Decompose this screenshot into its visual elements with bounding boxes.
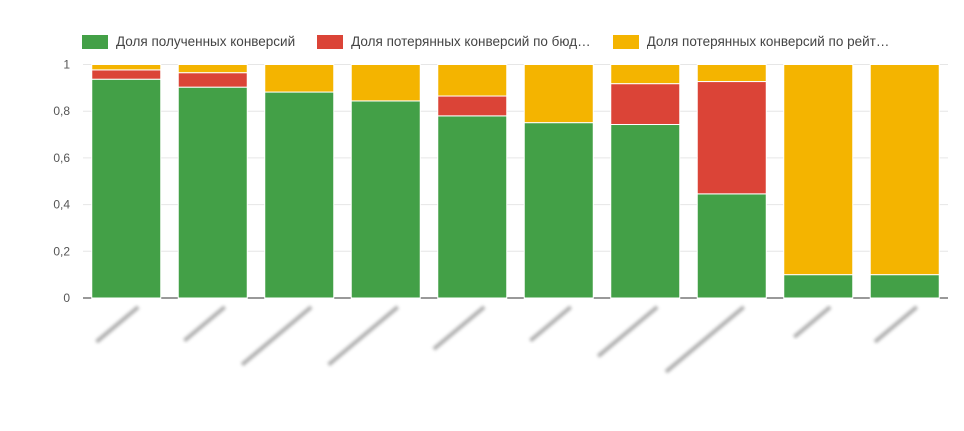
bar-segment-received <box>610 124 681 299</box>
bar-segment-lost-budget <box>610 83 681 126</box>
bar-segment-lost-rank <box>783 64 854 276</box>
bar-segment-received <box>869 274 940 299</box>
bar-segment-lost-rank <box>437 64 508 97</box>
bar-segment-received <box>783 274 854 299</box>
bar-segment-lost-budget <box>437 95 508 117</box>
legend-swatch-red <box>317 34 344 49</box>
y-tick-label: 0,2 <box>53 244 70 258</box>
legend-label: Доля потерянных конверсий по рейт… <box>646 34 890 49</box>
legend-label: Доля полученных конверсий <box>116 34 296 49</box>
legend-item-lost-budget[interactable]: Доля потерянных конверсий по бюд… <box>317 34 591 49</box>
bar-segment-received <box>91 78 162 299</box>
bar-segment-lost-rank <box>696 64 767 83</box>
x-tick-label-blurred <box>664 305 746 374</box>
y-tick-label: 0,8 <box>53 104 70 118</box>
legend-item-lost-rank[interactable]: Доля потерянных конверсий по рейт… <box>612 34 890 49</box>
bar-segment-lost-rank <box>610 64 681 85</box>
x-tick-label-blurred <box>95 305 140 344</box>
bar-segment-lost-rank <box>350 64 421 102</box>
x-tick-label-blurred <box>792 305 832 339</box>
x-tick-label-blurred <box>183 305 227 343</box>
bar-segment-lost-budget <box>696 81 767 195</box>
bar-segment-received <box>350 100 421 299</box>
y-tick-label: 1 <box>63 58 70 72</box>
bar-segment-lost-rank <box>869 64 940 276</box>
bar-segment-lost-budget <box>177 72 248 88</box>
bar-segment-lost-budget <box>91 69 162 80</box>
bar-segment-received <box>696 193 767 299</box>
bar-segment-lost-rank <box>177 64 248 74</box>
bar-segment-received <box>523 122 594 299</box>
x-tick-label-blurred <box>327 305 400 367</box>
bar-segment-lost-rank <box>91 64 162 71</box>
bar-segment-received <box>177 86 248 299</box>
legend-swatch-yellow <box>612 34 639 49</box>
legend-swatch-green <box>82 34 108 49</box>
y-tick-label: 0 <box>63 291 70 305</box>
x-tick-label-blurred <box>240 305 313 367</box>
bar-segment-received <box>264 91 335 299</box>
x-tick-label-blurred <box>432 305 486 351</box>
legend-label: Доля потерянных конверсий по бюд… <box>351 34 591 49</box>
legend-item-received[interactable]: Доля полученных конверсий <box>82 34 295 49</box>
bar-segment-lost-rank <box>264 64 335 93</box>
bar-segment-received <box>437 115 508 299</box>
x-tick-label-blurred <box>529 305 573 343</box>
y-tick-label: 0,4 <box>53 198 70 212</box>
bar-segment-lost-rank <box>523 64 594 124</box>
y-tick-label: 0,6 <box>53 151 70 165</box>
x-tick-label-blurred <box>873 305 919 344</box>
legend: Доля полученных конверсий Доля потерянны… <box>82 34 911 49</box>
x-tick-label-blurred <box>596 305 659 358</box>
